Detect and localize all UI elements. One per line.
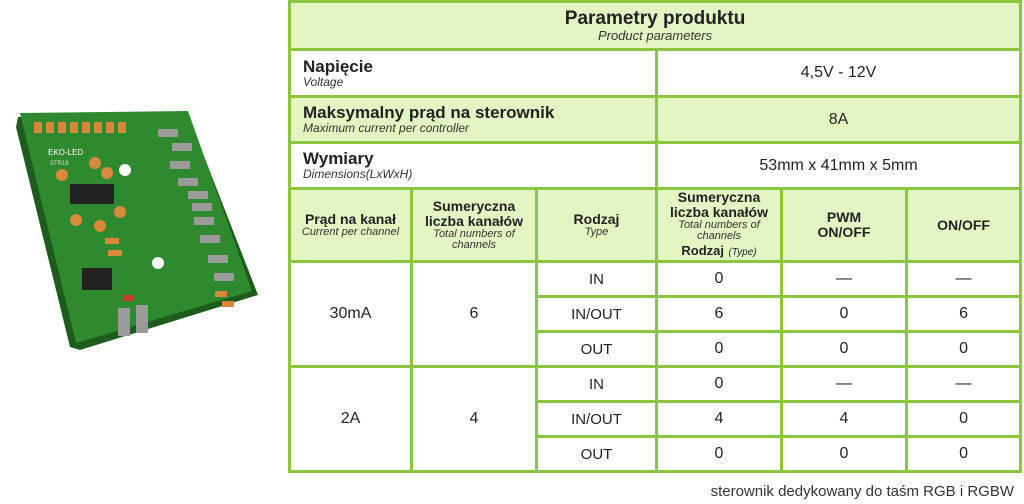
- header-type-en: Type: [584, 226, 609, 238]
- current-cell: 2A: [288, 365, 413, 473]
- pwm-cell: 0: [780, 435, 908, 473]
- spec-label-en: Dimensions(LxWxH): [303, 167, 413, 181]
- type-cell: IN: [535, 365, 658, 403]
- header-onoff: ON/OFF: [937, 216, 990, 233]
- onoff-cell: 6: [904, 295, 1023, 333]
- pwm-cell: 0: [780, 295, 908, 333]
- count-cell: 0: [655, 260, 783, 298]
- type-cell: OUT: [535, 435, 658, 473]
- spec-row: Wymiary Dimensions(LxWxH) 53mm x 41mm x 5m…: [288, 141, 1023, 190]
- pcb-model-label: STR19: [50, 161, 69, 167]
- header-type: Rodzaj: [573, 211, 620, 227]
- channel-header-row: Prąd na kanał Current per channel Sumeryc…: [288, 187, 1023, 263]
- type-cell: OUT: [535, 330, 658, 368]
- spec-value: 53mm x 41mm x 5mm: [654, 141, 1023, 190]
- header-total2-type: Rodzaj: [681, 243, 724, 258]
- spec-label: Wymiary: [303, 149, 374, 168]
- header-pwm: PWM ON/OFF: [817, 209, 871, 240]
- header-total2-en: Total numbers of channels: [678, 219, 760, 242]
- spec-label: Maksymalny prąd na sterownik: [303, 103, 555, 122]
- onoff-cell: —: [904, 365, 1023, 403]
- current-cell: 30mA: [288, 260, 413, 368]
- count-cell: 6: [655, 295, 783, 333]
- header-current-en: Current per channel: [301, 226, 400, 238]
- pwm-cell: —: [780, 260, 908, 298]
- controller-pcb-image: EKO-LED STR19: [16, 111, 258, 350]
- table-subtitle: Product parameters: [597, 28, 713, 43]
- total-cell: 6: [410, 260, 538, 368]
- count-cell: 0: [655, 435, 783, 473]
- spec-value: 4,5V - 12V: [654, 48, 1023, 98]
- table-title: Parametry produktu: [564, 8, 746, 29]
- count-cell: 4: [655, 400, 783, 438]
- channel-row: 2A 4 IN 0— —: [288, 365, 1023, 473]
- pwm-cell: 0: [780, 330, 908, 368]
- spec-label-en: Voltage: [303, 74, 344, 89]
- header-total2: Sumeryczna liczba kanałów: [669, 189, 769, 220]
- header-current: Prąd na kanał: [304, 211, 397, 227]
- count-cell: 0: [655, 365, 783, 403]
- type-cell: IN/OUT: [535, 295, 658, 333]
- onoff-cell: 0: [904, 435, 1023, 473]
- total-cell: 4: [410, 365, 538, 473]
- onoff-cell: —: [904, 260, 1023, 298]
- footer-note: sterownik dedykowany do taśm RGB i RGBW: [710, 483, 1014, 500]
- spec-value: 8A: [654, 95, 1023, 144]
- channel-row: 30mA 6 IN 0— —: [288, 260, 1023, 368]
- title-row: Parametry produktu Product parameters: [287, 0, 1023, 51]
- spec-label: Napięcie: [303, 56, 373, 76]
- header-total: Sumeryczna liczba kanałów: [424, 198, 524, 229]
- pwm-cell: 4: [780, 400, 908, 438]
- pwm-cell: —: [780, 365, 908, 403]
- type-cell: IN: [535, 260, 658, 298]
- spec-label-en: Maximum current per controller: [303, 121, 470, 135]
- channel-row: IN/OUT 6 0 6: [289, 295, 1023, 333]
- type-cell: IN/OUT: [535, 400, 658, 438]
- onoff-cell: 0: [904, 400, 1023, 438]
- pcb-brand-label: EKO-LED: [48, 148, 83, 157]
- header-total-en: Total numbers of channels: [433, 228, 515, 251]
- header-total2-type-en: (Type): [728, 247, 757, 258]
- onoff-cell: 0: [904, 330, 1023, 368]
- product-parameters-table: Parametry produktu Product parameters Na…: [287, 0, 1023, 473]
- spec-row: Napięcie Voltage 4,5V - 12V: [288, 48, 1023, 98]
- spec-row: Maksymalny prąd na sterownik Maximum curr…: [288, 95, 1023, 144]
- count-cell: 0: [655, 330, 783, 368]
